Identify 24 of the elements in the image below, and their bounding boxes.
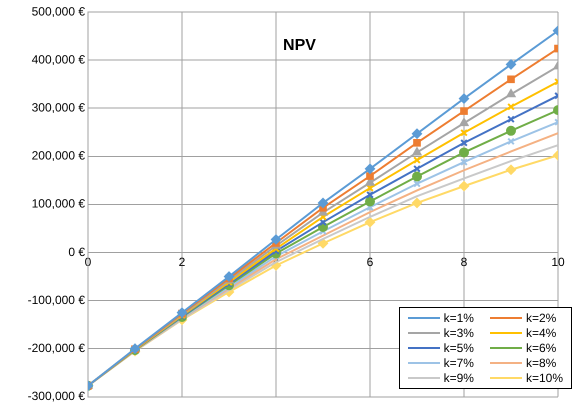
x-tick-label: 8 xyxy=(460,255,468,270)
y-tick-label: -200,000 € xyxy=(28,341,86,356)
legend-label: k=1% xyxy=(444,311,474,325)
y-tick-label: 400,000 € xyxy=(32,52,86,66)
y-tick-label: 200,000 € xyxy=(32,148,86,163)
x-tick-label: 10 xyxy=(551,255,565,270)
legend-label: k=5% xyxy=(444,341,474,355)
text: NPV xyxy=(283,37,316,54)
legend-label: k=8% xyxy=(526,356,556,370)
legend-label: k=4% xyxy=(526,326,556,340)
legend-label: k=10% xyxy=(526,371,563,385)
legend-label: k=2% xyxy=(526,311,556,325)
x-tick-label: 6 xyxy=(366,255,374,270)
y-tick-label: 100,000 € xyxy=(32,196,86,211)
y-tick-label: 0 € xyxy=(68,244,86,259)
y-tick-label: -300,000 € xyxy=(28,389,86,404)
x-tick-label: 2 xyxy=(178,255,186,270)
legend-label: k=6% xyxy=(526,341,556,355)
legend-label: k=9% xyxy=(444,371,474,385)
legend-label: k=3% xyxy=(444,326,474,340)
y-tick-label: 500,000 € xyxy=(32,4,86,18)
legend-label: k=7% xyxy=(444,356,474,370)
y-tick-label: -100,000 € xyxy=(28,292,86,307)
y-tick-label: 300,000 € xyxy=(32,100,86,115)
